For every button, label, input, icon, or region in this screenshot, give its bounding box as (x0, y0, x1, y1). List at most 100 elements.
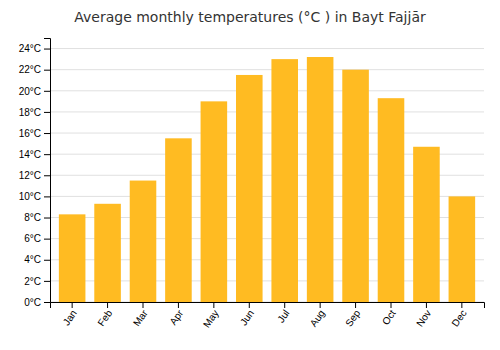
x-tick-mark (213, 302, 214, 308)
y-tick-mark (44, 175, 50, 176)
y-tick-label: 8°C (24, 212, 41, 223)
y-tick-mark (44, 218, 50, 219)
x-tick-mark (426, 302, 427, 308)
y-tick-mark (44, 260, 50, 261)
y-tick-label: 0°C (24, 297, 41, 308)
y-tick-label: 24°C (19, 43, 41, 54)
y-tick: 24°C (19, 43, 50, 54)
grid-line (50, 133, 484, 134)
x-axis: Jan Feb Mar Apr May Jun Jul Aug Sep Oct Nov Dec (51, 302, 485, 330)
x-tick-label: Apr (167, 307, 185, 327)
bar (307, 57, 334, 302)
grid-line (50, 69, 484, 70)
grid (50, 49, 484, 302)
x-tick-mark (143, 302, 144, 308)
y-tick-mark (44, 281, 50, 282)
y-tick: 6°C (24, 233, 50, 244)
y-tick-label: 12°C (19, 170, 41, 181)
bar (378, 98, 405, 302)
y-tick-mark (44, 196, 50, 197)
x-tick: May (201, 302, 221, 330)
y-tick-mark (44, 91, 50, 92)
y-tick-label: 6°C (24, 233, 41, 244)
x-tick: Dec (449, 302, 468, 329)
y-tick-mark (44, 49, 50, 50)
y-tick-mark (44, 154, 50, 155)
y-tick-label: 18°C (19, 107, 41, 118)
y-axis: 0°C 2°C 4°C 6°C 8°C 10°C 12°C 14°C 16°C 18°C 20°C 2… (19, 39, 51, 308)
y-tick-label: 20°C (19, 86, 41, 97)
x-axis-line (51, 303, 485, 309)
bar (130, 181, 157, 302)
x-tick: Nov (414, 302, 433, 329)
bar (271, 59, 298, 302)
plot: 0°C 2°C 4°C 6°C 8°C 10°C 12°C 14°C 16°C 18°C 20°C 2… (19, 39, 485, 330)
y-tick-label: 16°C (19, 128, 41, 139)
x-tick: Feb (95, 302, 114, 328)
x-tick: Mar (131, 302, 150, 328)
y-tick-label: 14°C (19, 149, 41, 160)
y-tick: 22°C (19, 64, 50, 75)
bar (165, 138, 192, 302)
y-tick-mark (44, 133, 50, 134)
y-tick: 18°C (19, 107, 50, 118)
x-tick-mark (284, 302, 285, 308)
y-tick: 8°C (24, 212, 50, 223)
x-tick-mark (391, 302, 392, 308)
y-tick-mark (44, 70, 50, 71)
x-tick: Aug (308, 302, 327, 329)
x-tick-label: Nov (414, 308, 433, 329)
x-tick-label: Jul (275, 308, 291, 325)
bar (236, 75, 263, 302)
x-tick-mark (461, 302, 462, 308)
x-tick-label: Jan (61, 308, 79, 328)
bar (59, 214, 86, 302)
x-tick: Jun (238, 302, 256, 327)
bar (413, 147, 440, 302)
grid-line (50, 111, 484, 112)
x-tick: Jul (275, 302, 291, 325)
grid-line (50, 48, 484, 49)
x-tick-label: May (201, 308, 221, 330)
y-tick-mark (44, 112, 50, 113)
y-tick-mark (44, 302, 50, 303)
x-tick-mark (72, 302, 73, 308)
y-tick: 4°C (24, 254, 50, 265)
y-tick: 20°C (19, 86, 50, 97)
x-tick-label: Mar (131, 307, 150, 328)
y-axis-line (44, 39, 51, 303)
y-tick-label: 4°C (24, 254, 41, 265)
x-tick-label: Sep (343, 307, 362, 328)
y-tick: 14°C (19, 149, 50, 160)
x-tick-label: Jun (238, 308, 256, 328)
y-tick: 10°C (19, 191, 50, 202)
bars (59, 57, 475, 302)
y-tick: 2°C (24, 276, 50, 287)
y-tick: 12°C (19, 170, 50, 181)
x-tick-label: Feb (95, 307, 114, 328)
x-tick-label: Oct (380, 308, 398, 327)
bar (201, 101, 228, 302)
chart: 0°C 2°C 4°C 6°C 8°C 10°C 12°C 14°C 16°C 18°C 20°C 2… (0, 0, 500, 350)
y-tick: 0°C (24, 297, 50, 308)
bar (449, 196, 476, 302)
y-tick-label: 10°C (19, 191, 41, 202)
y-tick-mark (44, 239, 50, 240)
x-tick: Sep (343, 302, 362, 329)
x-tick-mark (249, 302, 250, 308)
bar (342, 70, 369, 302)
x-tick: Jan (61, 302, 79, 327)
y-tick: 16°C (19, 128, 50, 139)
grid-line (50, 90, 484, 91)
bar (94, 204, 121, 302)
x-tick-label: Dec (449, 308, 468, 329)
x-tick-label: Aug (308, 308, 327, 329)
x-tick-mark (320, 302, 321, 308)
title: Average monthly temperatures (°C ) in Ba… (74, 9, 426, 25)
y-tick-label: 22°C (19, 64, 41, 75)
y-tick-label: 2°C (24, 276, 41, 287)
x-tick-mark (107, 302, 108, 308)
x-tick: Oct (380, 302, 398, 327)
x-tick-mark (178, 302, 179, 308)
x-tick-mark (355, 302, 356, 308)
